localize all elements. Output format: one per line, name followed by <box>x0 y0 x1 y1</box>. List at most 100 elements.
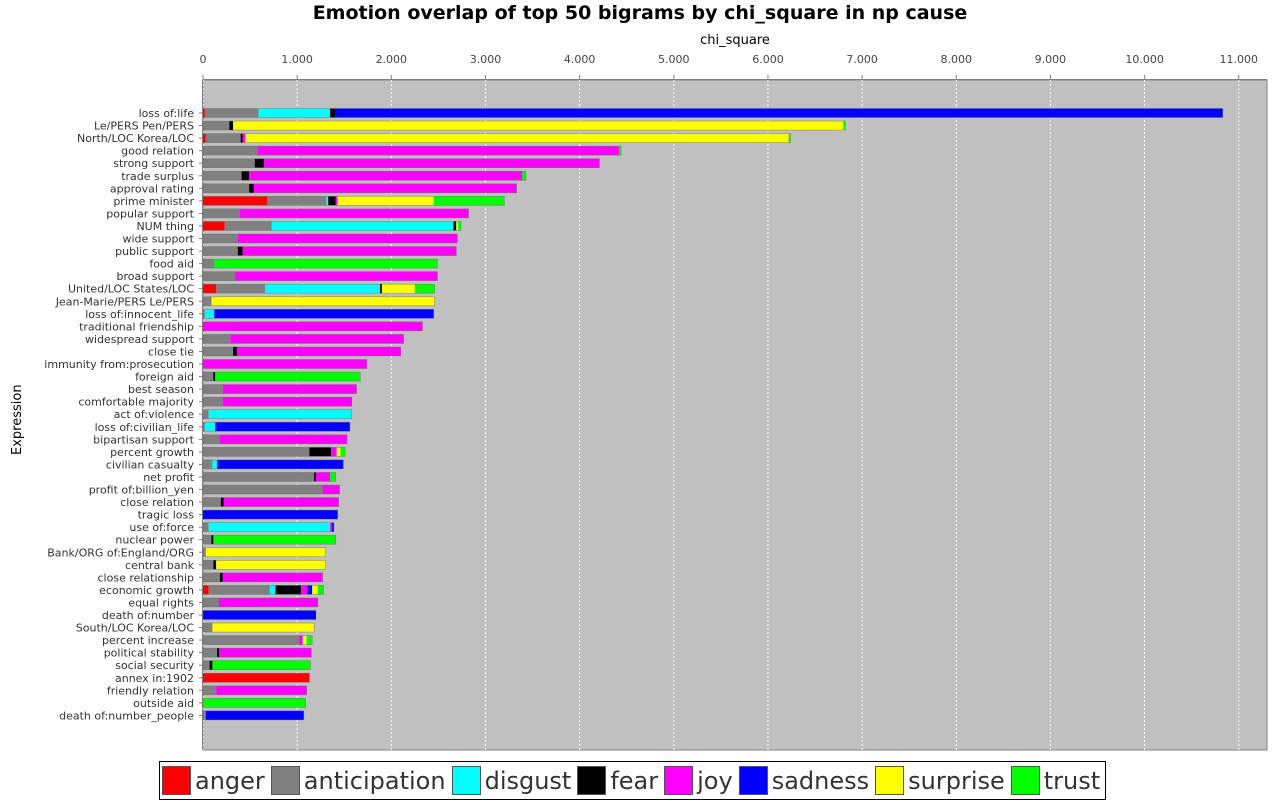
bar-segment-joy <box>264 158 600 168</box>
bar-segment-anticipation <box>203 535 212 545</box>
bar-segment-surprise <box>336 447 341 457</box>
bar-segment-anticipation <box>203 485 323 494</box>
bar-outline <box>202 283 435 294</box>
bar-segment-fear <box>240 133 243 143</box>
bar-outline <box>202 170 527 181</box>
legend-item-disgust: disgust <box>451 766 571 795</box>
bar-outline <box>202 447 346 457</box>
bar-segment-sadness <box>331 522 334 532</box>
bar-outline <box>202 434 348 445</box>
category-label: Jean-Marie/PERS Le/PERS <box>55 295 194 308</box>
bar-segment-sadness <box>205 710 304 720</box>
bar-segment-anticipation <box>203 334 231 344</box>
category-label: loss of:civilian_life <box>95 421 195 434</box>
bar-segment-anticipation <box>203 434 220 444</box>
category-label: close relationship <box>98 571 195 584</box>
bar-outline <box>202 271 438 281</box>
bar-outline <box>202 108 1224 118</box>
category-label: death of:number_people <box>59 709 194 722</box>
bar-segment-anticipation <box>203 146 258 156</box>
bar-segment-surprise <box>337 196 434 206</box>
category-label: approval rating <box>110 182 194 195</box>
category-label: South/LOC Korea/LOC <box>76 622 195 635</box>
bar-segment-sadness <box>215 422 350 432</box>
bar-segment-anticipation <box>203 422 205 432</box>
category-label: North/LOC Korea/LOC <box>77 132 194 145</box>
bar-segment-disgust <box>204 422 216 432</box>
category-label: prime minister <box>113 195 194 208</box>
bar-segment-fear <box>209 660 213 670</box>
category-label: social security <box>115 659 194 672</box>
category-label: United/LOC States/LOC <box>68 283 194 296</box>
bar-segment-surprise <box>302 635 307 645</box>
bar-segment-anticipation <box>203 309 205 319</box>
bar-segment-surprise <box>233 121 844 131</box>
legend-swatch <box>162 766 191 795</box>
bar-segment-anticipation <box>203 259 215 269</box>
legend-item-fear: fear <box>577 766 658 795</box>
bar-segment-fear <box>219 572 223 582</box>
bar-segment-joy <box>249 171 523 181</box>
category-label: percent increase <box>102 634 194 647</box>
category-label: equal rights <box>128 596 194 609</box>
x-tick-label: 6.000 <box>752 53 784 66</box>
bar-segment-anger <box>203 108 205 118</box>
bar-segment-anticipation <box>203 158 255 168</box>
bar-segment-fear <box>229 121 234 131</box>
bar-outline <box>202 296 435 307</box>
bar-segment-disgust <box>258 108 331 118</box>
legend-label: joy <box>697 766 733 795</box>
category-label: death of:number <box>102 609 195 622</box>
bar-outline <box>202 396 353 407</box>
bar-outline <box>202 547 326 558</box>
bar-segment-joy <box>222 384 357 394</box>
category-label: annex in:1902 <box>115 672 194 685</box>
bar-segment-anger <box>203 196 268 206</box>
bar-segment-anticipation <box>203 234 238 243</box>
bar-segment-joy <box>223 497 339 507</box>
legend-item-anger: anger <box>162 766 265 795</box>
bar-outline <box>202 120 846 131</box>
bar-segment-disgust <box>271 221 454 231</box>
bar-outline <box>202 509 338 520</box>
bar-segment-anger <box>203 221 225 231</box>
bar-segment-surprise <box>456 221 459 231</box>
bar-segment-trust <box>214 259 438 269</box>
legend-item-sadness: sadness <box>738 766 869 795</box>
bar-segment-disgust <box>269 585 276 595</box>
bar-segment-anticipation <box>216 284 266 294</box>
category-label: political stability <box>104 647 195 660</box>
bar-segment-joy <box>242 246 457 256</box>
category-label: friendly relation <box>107 684 194 697</box>
bar-segment-fear <box>330 108 336 118</box>
bar-outline <box>202 258 438 269</box>
bar-segment-fear <box>211 535 214 545</box>
category-label: percent growth <box>110 446 194 459</box>
legend-swatch <box>664 766 694 795</box>
bar-outline <box>202 610 317 620</box>
bar-outline <box>202 472 337 482</box>
bar-outline <box>202 635 313 645</box>
bar-segment-joy <box>322 485 340 494</box>
bar-segment-fear <box>254 158 265 168</box>
bar-segment-trust <box>458 221 461 231</box>
bar-segment-fear <box>233 346 237 356</box>
bar-segment-anticipation <box>205 133 241 143</box>
category-label: public support <box>115 245 195 258</box>
bar-segment-anticipation <box>203 648 218 658</box>
bar-segment-joy <box>330 522 332 532</box>
bar-outline <box>202 158 600 168</box>
bar-outline <box>202 196 505 206</box>
category-label: good relation <box>121 145 194 158</box>
bar-segment-anticipation <box>267 196 327 206</box>
bar-segment-anticipation <box>203 121 230 131</box>
bar-outline <box>202 597 319 608</box>
legend-item-anticipation: anticipation <box>270 766 446 795</box>
legend-swatch <box>451 766 481 795</box>
category-label: tragic loss <box>138 509 195 522</box>
bar-outline <box>202 585 324 595</box>
bar-segment-disgust <box>212 459 218 469</box>
bar-segment-trust <box>330 472 336 482</box>
bar-segment-fear <box>453 221 457 231</box>
legend-swatch <box>1010 766 1040 795</box>
